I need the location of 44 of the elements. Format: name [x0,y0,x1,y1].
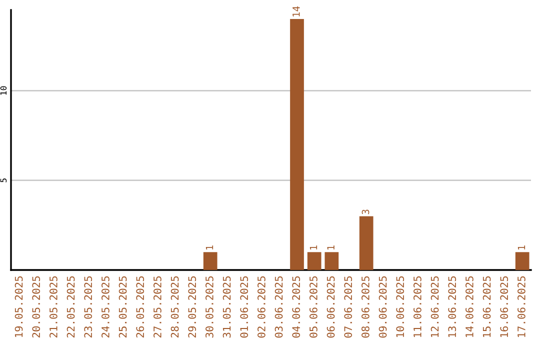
x-tick-label: 01.06.2025 [240,276,248,338]
data-label: 14 [292,6,300,16]
x-tick-label: 09.06.2025 [378,276,387,338]
x-tick-label: 12.06.2025 [430,276,439,338]
x-tick-label: 05.06.2025 [310,276,318,338]
x-tick-label: 04.06.2025 [292,276,300,338]
x-tick-label: 21.05.2025 [50,276,58,338]
x-tick-label: 03.06.2025 [274,276,283,338]
x-tick-label: 27.05.2025 [154,276,162,338]
y-tick-label: 10 [0,86,7,95]
x-tick-label: 24.05.2025 [102,276,110,338]
bar [515,252,530,270]
x-tick-label: 30.05.2025 [206,276,214,338]
bar [290,18,304,270]
x-tick-label: 28.05.2025 [170,276,179,338]
bar [324,252,339,270]
x-tick-label: 23.05.2025 [84,276,92,338]
x-tick-label: 17.06.2025 [518,276,526,338]
x-tick-label: 25.05.2025 [118,276,127,338]
x-tick-label: 15.06.2025 [482,276,491,338]
bar [359,216,374,270]
x-tick-label: 06.06.2025 [326,276,335,338]
y-tick-label: 5 [0,178,7,182]
x-tick-label: 26.05.2025 [136,276,144,338]
x-tick-label: 19.05.2025 [14,276,23,338]
x-tick-label: 07.06.2025 [344,276,352,338]
bar [307,252,322,270]
x-tick-label: 22.05.2025 [66,276,75,338]
x-tick-label: 20.05.2025 [32,276,40,338]
x-tick-label: 29.05.2025 [188,276,196,338]
x-tick-label: 31.05.2025 [222,276,231,338]
x-tick-label: 11.06.2025 [414,276,422,338]
x-tick-label: 02.06.2025 [258,276,266,338]
data-label: 3 [362,210,370,214]
data-label: 1 [518,245,526,250]
data-label: 1 [310,245,318,250]
x-tick-label: 13.06.2025 [448,276,456,338]
x-tick-label: 10.06.2025 [396,276,404,338]
x-tick-label: 16.06.2025 [500,276,508,338]
data-label: 1 [206,245,214,250]
bar [203,252,218,270]
x-tick-label: 14.06.2025 [466,276,474,338]
data-label: 1 [327,245,334,250]
x-tick-label: 08.06.2025 [362,276,370,338]
